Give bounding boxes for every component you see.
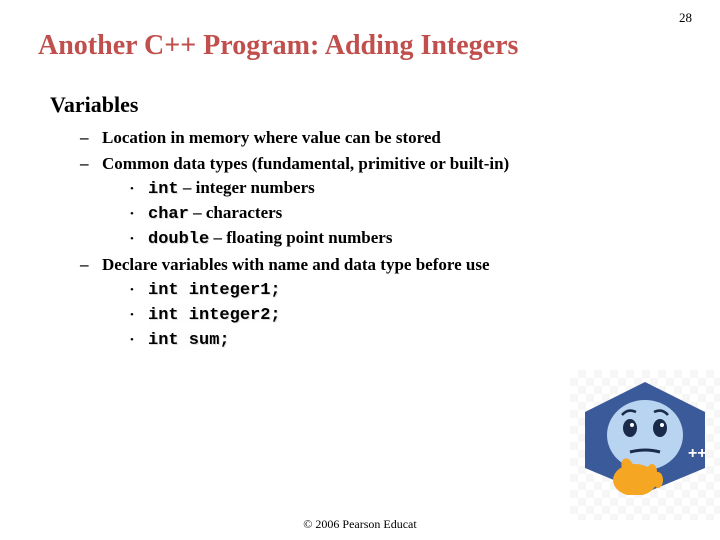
list-item: Declare variables with name and data typ… <box>80 255 680 350</box>
list-item: Location in memory where value can be st… <box>80 128 680 148</box>
item-text: Common data types (fundamental, primitiv… <box>102 154 509 173</box>
sub-list: int – integer numbers char – characters … <box>102 178 680 249</box>
slide-number: 28 <box>679 10 692 26</box>
sub-list: int integer1; int integer2; int sum; <box>102 279 680 350</box>
sub-item: int integer1; <box>130 279 680 300</box>
list-item: Common data types (fundamental, primitiv… <box>80 154 680 249</box>
footer-copyright: © 2006 Pearson Educat <box>0 517 720 532</box>
sub-item: int sum; <box>130 329 680 350</box>
sub-item: char – characters <box>130 203 680 224</box>
subheading: Variables <box>50 92 680 118</box>
plus-plus-text: ++ <box>688 445 707 462</box>
code-text: int sum; <box>148 331 230 350</box>
code-text: int integer1; <box>148 281 281 300</box>
code-text: char <box>148 205 189 224</box>
slide-title: Another C++ Program: Adding Integers <box>0 0 720 62</box>
content-area: Variables Location in memory where value… <box>0 62 720 350</box>
item-text: Location in memory where value can be st… <box>102 128 441 147</box>
code-text: double <box>148 230 209 249</box>
desc-text: – characters <box>189 203 282 222</box>
desc-text: – floating point numbers <box>209 228 392 247</box>
code-text: int <box>148 180 179 199</box>
cpp-mascot-icon: ++ <box>570 370 720 520</box>
main-list: Location in memory where value can be st… <box>50 128 680 350</box>
item-text: Declare variables with name and data typ… <box>102 255 490 274</box>
desc-text: – integer numbers <box>179 178 315 197</box>
sub-item: double – floating point numbers <box>130 228 680 249</box>
sub-item: int – integer numbers <box>130 178 680 199</box>
mascot-svg: ++ <box>580 380 710 495</box>
code-text: int integer2; <box>148 306 281 325</box>
sub-item: int integer2; <box>130 304 680 325</box>
